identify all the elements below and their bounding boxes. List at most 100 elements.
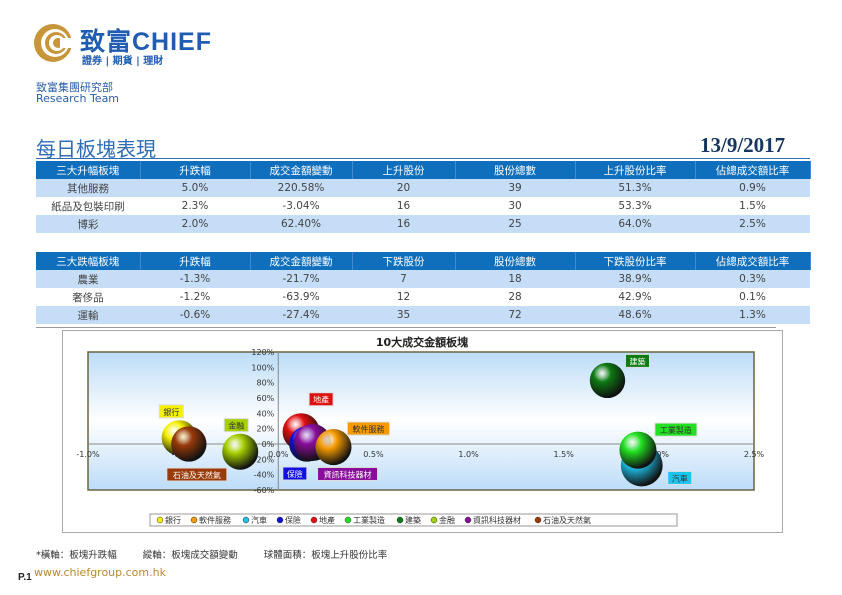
table-cell: 7 — [352, 270, 455, 288]
chief-logo-icon — [34, 24, 73, 62]
table-cell: 220.58% — [250, 179, 352, 197]
table-row: 農業 -1.3% -21.7% 7 18 38.9% 0.3% — [36, 270, 810, 288]
bubble-label-bg — [223, 418, 249, 433]
table-cell: 72 — [455, 306, 575, 324]
note-y-axis: 縱軸：板塊成交額變動 — [142, 550, 238, 561]
bubble-label: 地產 — [313, 395, 329, 405]
legend-item: 石油及天然氣 — [543, 515, 591, 525]
bubble-label-bg — [317, 466, 379, 481]
table-cell: -1.2% — [179, 291, 211, 303]
page-number: P.1 — [18, 572, 32, 583]
table-cell: 62.40% — [250, 215, 352, 233]
table-cell: 0.1% — [739, 291, 766, 303]
bubble-label: 金融 — [228, 421, 244, 431]
bubble-7 — [222, 433, 259, 470]
table-cell: -3.04% — [282, 200, 320, 212]
col-header: 三大升幅板塊 — [36, 161, 141, 179]
legend-marker — [534, 516, 542, 524]
table-row: 運輸 -0.6% -27.4% 35 72 48.6% 1.3% — [36, 306, 810, 324]
bubble-label: 軟件服務 — [352, 424, 384, 434]
table-cell: -63.9% — [282, 291, 320, 303]
table-cell: -1.3% — [140, 270, 250, 288]
table-row: 奢侈品 -1.2% -63.9% 12 28 42.9% 0.1% — [36, 288, 810, 306]
col-header: 升跌幅 — [140, 252, 251, 270]
page-title: 每日板塊表現 — [36, 137, 156, 161]
legend-item: 工業製造 — [353, 515, 385, 525]
bubble-6 — [589, 362, 626, 399]
table-cell: 16 — [352, 215, 455, 233]
tagline: 證券 | 期貨 | 理財 — [82, 56, 164, 67]
legend-item: 汽車 — [251, 515, 267, 525]
col-header: 成交金額變動 — [250, 252, 353, 270]
col-header: 下跌股份比率 — [575, 252, 696, 270]
col-header: 上升股份比率 — [575, 161, 696, 179]
legend-marker — [276, 516, 284, 524]
table-cell: 16 — [396, 200, 411, 212]
legend-marker — [464, 516, 472, 524]
table-cell: 30 — [508, 200, 522, 212]
bubble-label: 資訊科技器材 — [324, 469, 372, 479]
table-cell: -21.7% — [250, 270, 352, 288]
table-cell: 博彩 — [36, 215, 140, 233]
table-cell: 2.0% — [140, 215, 250, 233]
table-cell: 1.5% — [739, 200, 766, 212]
y-tick-label: -60% — [254, 486, 275, 495]
chart-note: *橫軸：板塊升跌幅 縱軸：板塊成交額變動 球體面積：板塊上升股份比率 — [36, 547, 413, 561]
table-header: 三大升幅板塊 升跌幅 成交金額變動 上升股份 股份總數 上升股份比率 佔總成交額比率 — [36, 161, 811, 179]
legend-item: 資訊科技器材 — [473, 515, 521, 525]
x-tick-label: 0.0% — [268, 450, 289, 459]
table-cell: 20 — [352, 179, 455, 197]
col-header: 上升股份 — [352, 161, 456, 179]
note-x-axis: *橫軸：板塊升跌幅 — [36, 550, 117, 561]
col-header: 佔總成交額比率 — [695, 161, 811, 179]
legend-item: 軟件服務 — [199, 515, 231, 525]
legend-marker — [310, 516, 318, 524]
brand-name: 致富CHIEF — [80, 28, 213, 56]
legend — [149, 513, 678, 527]
bubble-label: 石油及天然氣 — [173, 470, 221, 480]
bubble-label: 汽車 — [672, 473, 688, 483]
table-cell: -27.4% — [250, 306, 352, 324]
table-cell: 0.9% — [695, 179, 810, 197]
table-cell: 48.6% — [575, 306, 695, 324]
chart-title: 10大成交金額板塊 — [376, 335, 468, 349]
top-losers-table: 三大跌幅板塊 升跌幅 成交金額變動 下跌股份 股份總數 下跌股份比率 佔總成交額比率 農業 -… — [36, 252, 811, 324]
col-header: 成交金額變動 — [250, 161, 353, 179]
bubble-label: 工業製造 — [660, 425, 692, 435]
table-cell: 奢侈品 — [72, 291, 104, 304]
legend-marker — [430, 516, 438, 524]
table-cell: 2.3% — [181, 200, 209, 212]
bubble-label: 銀行 — [163, 407, 179, 417]
divider — [36, 327, 776, 328]
website-link[interactable]: www.chiefgroup.com.hk — [34, 566, 166, 579]
table-cell: 2.5% — [695, 215, 810, 233]
chart-frame — [62, 330, 783, 533]
bubble-chart: 10大成交金額板塊-1.0%-0.5%0.0%0.5%1.0%1.5%2.0%2… — [76, 335, 765, 527]
bubble-label-bg — [158, 404, 184, 419]
table-cell: 53.3% — [618, 200, 652, 212]
table-row: 紙品及包裝印刷 2.3% -3.04% 16 30 53.3% 1.5% — [36, 197, 810, 215]
legend-marker — [396, 516, 404, 524]
table-header: 三大跌幅板塊 升跌幅 成交金額變動 下跌股份 股份總數 下跌股份比率 佔總成交額比率 — [36, 252, 811, 270]
table-cell: 51.3% — [575, 179, 695, 197]
table-cell: 28 — [508, 291, 522, 303]
legend-marker — [156, 516, 164, 524]
col-header: 佔總成交額比率 — [695, 252, 811, 270]
table-cell: 1.3% — [695, 306, 810, 324]
table-cell: 42.9% — [618, 291, 652, 303]
col-header: 升跌幅 — [140, 161, 251, 179]
bubble-1 — [315, 429, 352, 466]
y-tick-label: 100% — [251, 363, 274, 372]
table-row: 其他服務 5.0% 220.58% 20 39 51.3% 0.9% — [36, 179, 810, 197]
table-cell: 運輸 — [36, 306, 140, 324]
table-cell: 12 — [396, 291, 411, 303]
y-tick-label: 120% — [251, 348, 274, 357]
x-tick-label: 1.5% — [554, 450, 575, 459]
table-cell: 64.0% — [575, 215, 695, 233]
note-bubble: 球體面積：板塊上升股份比率 — [263, 550, 388, 561]
legend-item: 建築 — [405, 515, 421, 525]
bubble-5 — [619, 431, 657, 469]
report-date: 13/9/2017 — [700, 133, 786, 157]
legend-item: 金融 — [439, 515, 455, 525]
y-tick-label: 60% — [257, 394, 275, 403]
